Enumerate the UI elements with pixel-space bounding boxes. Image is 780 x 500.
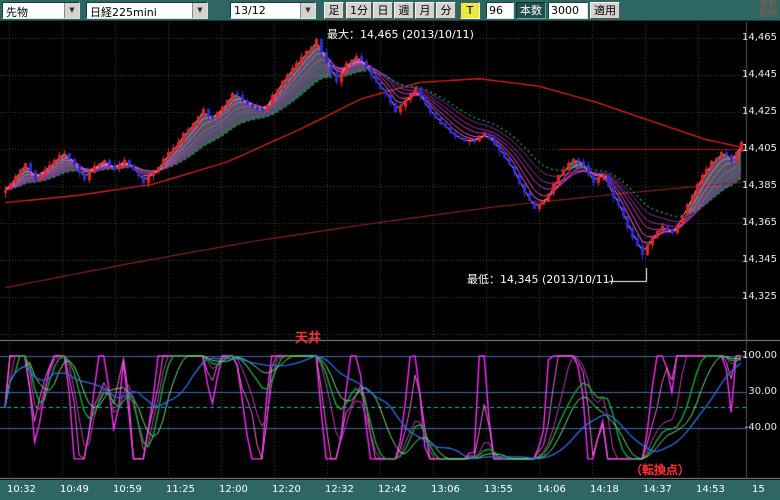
max-price-annotation: 最大：14,465 (2013/10/11): [327, 28, 474, 41]
multi-symbol-label-line2: 銘柄: [758, 9, 777, 19]
period-week-button[interactable]: 週: [394, 1, 414, 19]
price-axis-label: 14,385: [742, 180, 777, 191]
time-axis-label: 15: [752, 484, 765, 495]
time-axis: 10:32 10:49 10:59 11:25 12:00 12:20 12:3…: [0, 480, 780, 500]
price-axis-label: 14,465: [742, 32, 777, 43]
period-month-button[interactable]: 月: [415, 1, 435, 19]
time-axis-label: 14:37: [643, 484, 672, 495]
bar-count-input[interactable]: [548, 1, 588, 19]
contract-month-value: 13/12: [234, 3, 266, 17]
period-minute-button[interactable]: 分: [436, 1, 456, 19]
period-1min-button[interactable]: 1分: [346, 1, 372, 19]
contract-month-select[interactable]: 13/12 ▼: [230, 1, 316, 19]
multi-symbol-button[interactable]: 複数 銘柄: [759, 1, 777, 19]
time-axis-label: 13:55: [484, 484, 513, 495]
time-axis-label: 14:53: [696, 484, 725, 495]
tick-count-input[interactable]: [486, 1, 514, 19]
time-axis-label: 10:49: [60, 484, 89, 495]
apply-button[interactable]: 適用: [590, 1, 620, 19]
candle-type-button[interactable]: 足: [324, 1, 344, 19]
price-axis-label: 14,405: [742, 143, 777, 154]
toolbar: 先物 ▼ 日経225mini ▼ 13/12 ▼ 足 1分 日 週 月 分 T …: [0, 0, 780, 21]
instrument-type-value: 先物: [6, 5, 28, 18]
price-axis-label: 14,365: [742, 217, 777, 228]
multi-symbol-label-line1: 複数: [758, 0, 777, 10]
oscillator-axis-label: 30.00: [748, 386, 777, 397]
price-axis-label: 14,325: [742, 291, 777, 302]
period-tick-button[interactable]: T: [460, 1, 480, 19]
time-axis-label: 14:06: [537, 484, 566, 495]
chevron-down-icon[interactable]: ▼: [64, 2, 79, 18]
time-axis-label: 12:20: [272, 484, 301, 495]
price-axis-label: 14,425: [742, 106, 777, 117]
price-axis-label: 14,345: [742, 254, 777, 265]
chevron-down-icon[interactable]: ▼: [300, 2, 315, 18]
time-axis-label: 14:18: [590, 484, 619, 495]
time-axis-label: 12:32: [325, 484, 354, 495]
bar-count-button[interactable]: 本数: [516, 1, 546, 19]
instrument-type-select[interactable]: 先物 ▼: [2, 1, 80, 19]
time-axis-label: 11:25: [166, 484, 195, 495]
oscillator-axis-label: -40.00: [744, 422, 777, 433]
min-price-annotation: 最低：14,345 (2013/10/11): [467, 273, 614, 286]
time-axis-label: 12:42: [378, 484, 407, 495]
price-axis-label: 14,445: [742, 69, 777, 80]
time-axis-label: 10:32: [7, 484, 36, 495]
time-axis-label: 12:00: [219, 484, 248, 495]
instrument-value: 日経225mini: [90, 5, 157, 18]
time-axis-label: 13:06: [431, 484, 460, 495]
oscillator-axis-label: 100.00: [742, 350, 777, 361]
turning-point-annotation: （転換点）: [630, 463, 691, 477]
chevron-down-icon[interactable]: ▼: [192, 2, 207, 18]
instrument-select[interactable]: 日経225mini ▼: [86, 1, 208, 19]
time-axis-label: 10:59: [113, 484, 142, 495]
ceiling-annotation: 天井: [295, 331, 322, 346]
period-day-button[interactable]: 日: [373, 1, 393, 19]
